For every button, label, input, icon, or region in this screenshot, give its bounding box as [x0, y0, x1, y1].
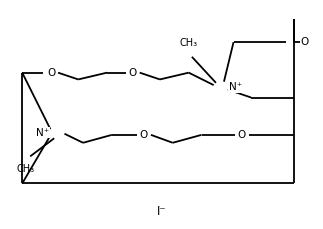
- Text: O: O: [140, 130, 148, 140]
- Text: O: O: [129, 68, 137, 78]
- Text: CH₃: CH₃: [16, 164, 35, 174]
- Text: N⁺: N⁺: [229, 82, 242, 92]
- Text: O: O: [47, 68, 55, 78]
- Text: I⁻: I⁻: [157, 205, 166, 218]
- Text: O: O: [237, 130, 246, 140]
- Text: CH₃: CH₃: [180, 38, 198, 48]
- Text: N⁺: N⁺: [36, 128, 49, 138]
- Text: O: O: [301, 37, 309, 47]
